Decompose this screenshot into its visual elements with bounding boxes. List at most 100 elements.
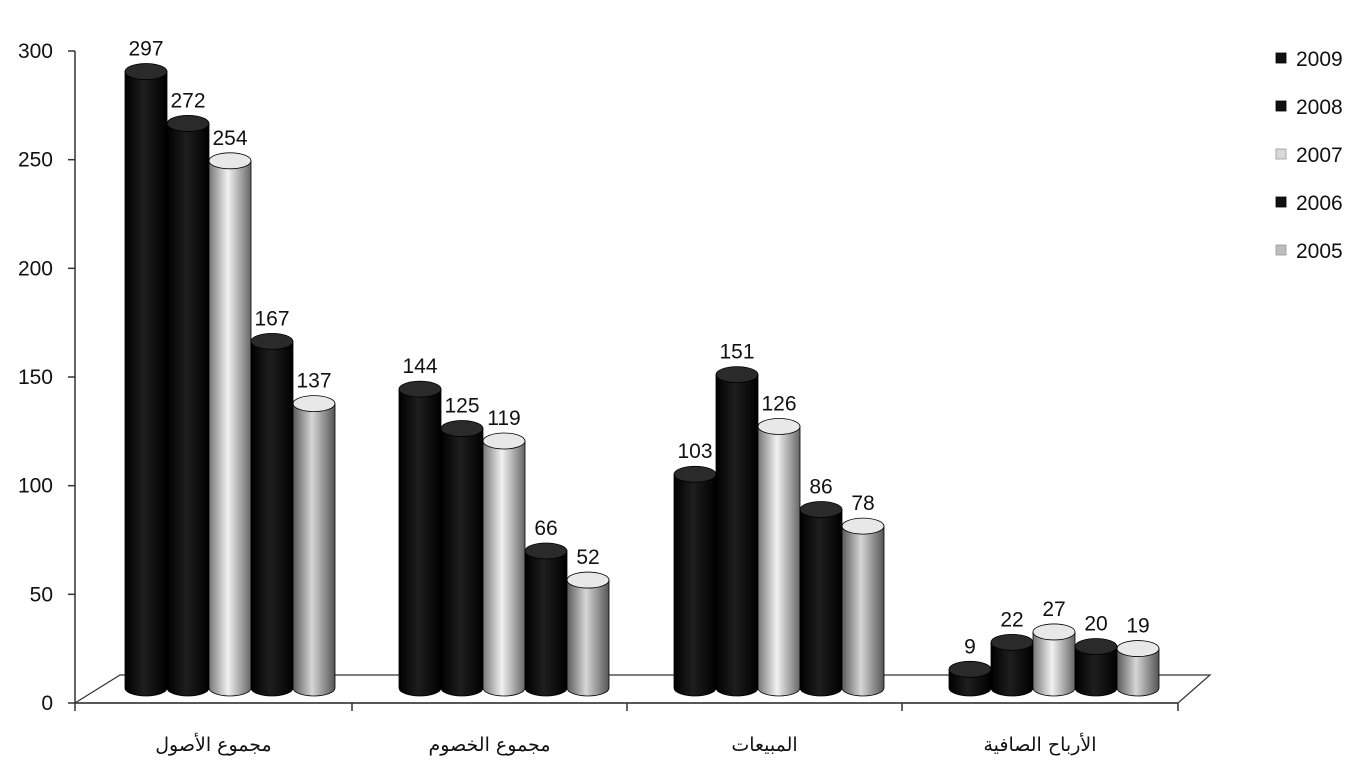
bar-body [166, 123, 210, 697]
bar [250, 332, 294, 697]
bar-cap [715, 366, 759, 383]
x-tick-label: مجموع الأصول [155, 733, 272, 756]
data-label: 86 [809, 476, 832, 499]
bar-cap [250, 332, 294, 350]
y-tick-label: 250 [18, 149, 53, 172]
bar [1074, 638, 1118, 697]
bar [524, 542, 568, 697]
bar [673, 465, 717, 697]
data-label: 52 [576, 546, 599, 569]
data-label: 137 [296, 370, 331, 393]
bar [208, 152, 252, 697]
bar [482, 432, 526, 697]
data-label: 27 [1042, 598, 1065, 621]
data-label: 254 [212, 127, 247, 150]
bar-cap [482, 432, 526, 450]
data-label: 9 [964, 635, 976, 658]
bar-cap [757, 418, 801, 435]
bar-body [292, 403, 336, 697]
bar [398, 380, 442, 697]
y-tick-label: 0 [41, 692, 53, 715]
data-label: 20 [1084, 612, 1107, 635]
x-tick-label: المبيعات [731, 734, 797, 756]
data-label: 22 [1000, 608, 1023, 631]
bar [166, 115, 210, 697]
y-tick-label: 150 [18, 366, 53, 389]
bar [566, 571, 610, 697]
bar-cap [166, 115, 210, 132]
bar-body [208, 160, 252, 697]
data-label: 126 [761, 392, 796, 415]
data-label: 125 [444, 395, 479, 418]
bar-body [398, 388, 442, 697]
legend-label: 2007 [1296, 144, 1343, 167]
bar-body [566, 579, 610, 697]
data-label: 297 [128, 38, 163, 61]
bar [1032, 623, 1076, 697]
bar-body [440, 428, 484, 697]
y-tick-label: 50 [30, 583, 53, 606]
data-label: 119 [487, 407, 520, 430]
bar-body [1116, 648, 1160, 697]
bar-cap [1116, 640, 1160, 657]
bar [757, 418, 801, 697]
legend-swatch [1275, 100, 1287, 112]
bar-body [1032, 631, 1076, 697]
bar-body [673, 473, 717, 697]
data-label: 19 [1126, 615, 1149, 638]
bar-cap [208, 152, 252, 170]
bar-cap [398, 380, 442, 398]
bar-body [841, 525, 885, 697]
y-tick-label: 300 [18, 40, 53, 63]
data-label: 167 [254, 307, 289, 330]
data-label: 272 [170, 89, 205, 112]
bar-body [715, 374, 759, 697]
legend-swatch [1275, 52, 1287, 64]
bar-body [799, 509, 843, 697]
bar-body [757, 426, 801, 697]
bar-cap [524, 542, 568, 560]
bar-cap [948, 660, 992, 678]
axis-layer: 0 50 100 150 200 250 300 مجموع الأصول مجموع الخص… [18, 40, 1179, 756]
legend-swatch [1275, 244, 1287, 256]
bar [1116, 640, 1160, 697]
bar-body [124, 71, 168, 697]
data-label: 103 [677, 440, 712, 463]
bar-cap [292, 395, 336, 413]
legend-label: 2008 [1296, 96, 1343, 119]
legend-label: 2005 [1296, 240, 1343, 263]
bar [715, 366, 759, 697]
bar-cap [1032, 623, 1076, 641]
bar-cap [566, 571, 610, 589]
legend-swatch [1275, 196, 1287, 208]
data-label: 66 [534, 517, 557, 540]
data-label: 144 [402, 355, 437, 378]
legend: 2009 2008 2007 2006 2005 [1275, 48, 1343, 263]
bar-cap [673, 465, 717, 483]
bar-body [990, 641, 1034, 697]
bar-cap [990, 633, 1034, 651]
bar-body [1074, 646, 1118, 697]
bar-cap [799, 501, 843, 518]
bar [440, 420, 484, 697]
bar-cap [841, 517, 885, 535]
bar-body [250, 340, 294, 697]
bars-layer [124, 63, 1160, 697]
data-label: 78 [851, 492, 874, 515]
legend-label: 2006 [1296, 192, 1343, 215]
x-tick-label: مجموع الخصوم [428, 734, 550, 756]
bar [799, 501, 843, 697]
chart-floor [72, 674, 1212, 704]
bar-body [524, 550, 568, 697]
bar [841, 517, 885, 697]
y-tick-label: 200 [18, 257, 53, 280]
bar [292, 395, 336, 697]
data-labels-layer: 297 272 254 167 137 144 125 119 66 52 103 151 126 86 7… [128, 38, 1149, 659]
bar-cap [1074, 638, 1118, 655]
bar [948, 660, 992, 697]
bar-cap [124, 63, 168, 80]
bar [124, 63, 168, 697]
floor-outline [72, 674, 1212, 704]
x-tick-label: الأرباح الصافية [983, 733, 1096, 756]
